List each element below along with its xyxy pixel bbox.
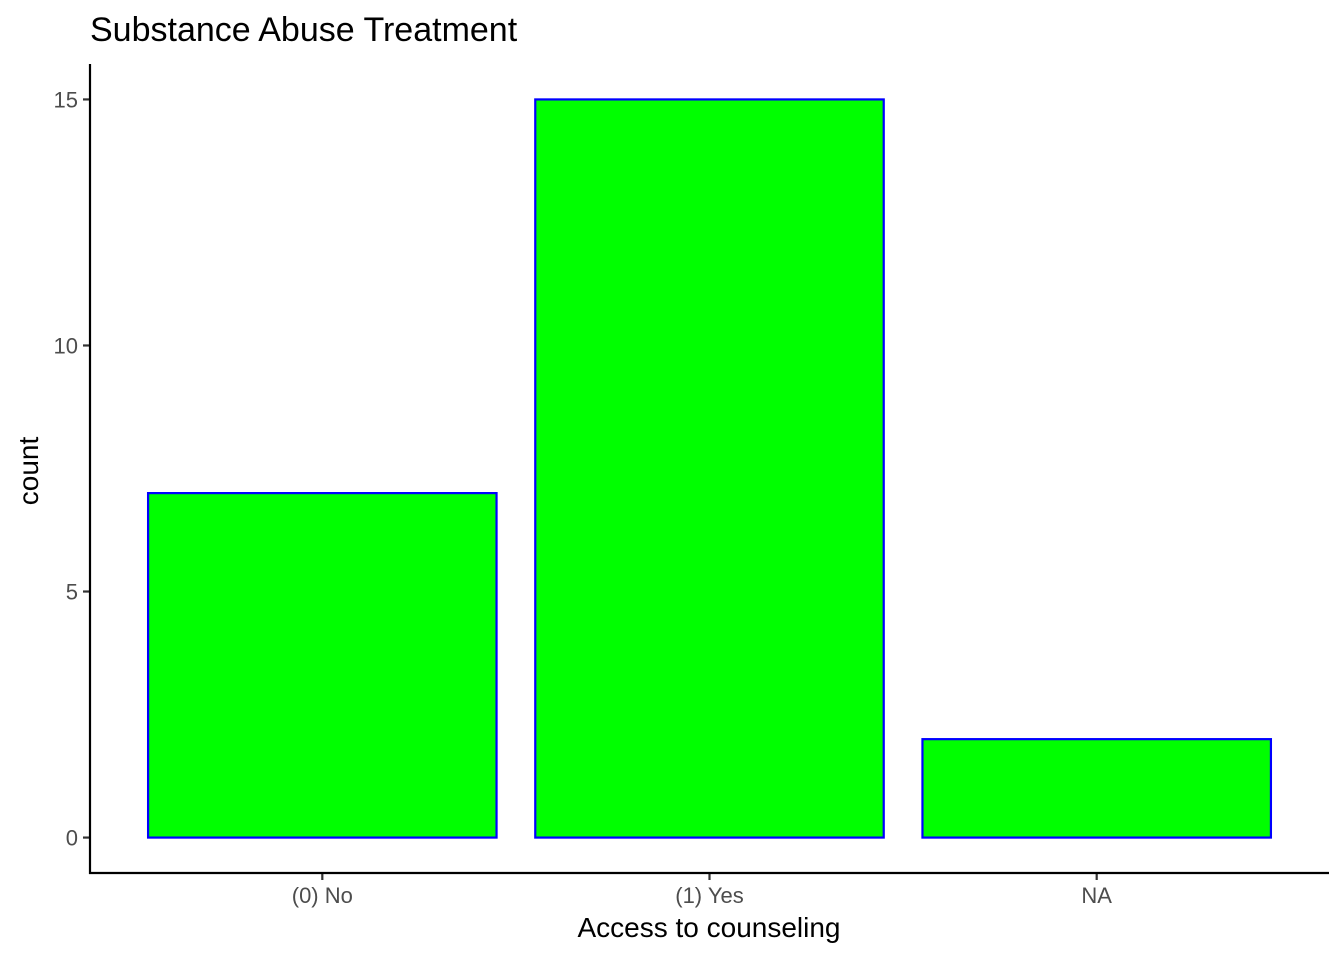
x-axis-title: Access to counseling <box>577 912 840 943</box>
bar-1 <box>534 98 885 839</box>
x-axis-ticks: (0) No (1) Yes NA <box>292 873 1112 908</box>
x-tick-label: (0) No <box>292 883 353 908</box>
bar-2 <box>921 738 1273 839</box>
x-tick-label: NA <box>1081 883 1112 908</box>
bars-group <box>146 98 1273 839</box>
chart-title: Substance Abuse Treatment <box>90 11 518 49</box>
x-tick-label: (1) Yes <box>675 883 744 908</box>
y-tick-label: 15 <box>54 87 78 112</box>
y-tick-label: 10 <box>54 333 78 358</box>
bar-0 <box>146 492 498 839</box>
y-axis-ticks: 0 5 10 15 <box>54 87 90 851</box>
y-tick-label: 0 <box>66 826 78 851</box>
y-axis-title: count <box>13 437 44 506</box>
y-tick-label: 5 <box>66 580 78 605</box>
